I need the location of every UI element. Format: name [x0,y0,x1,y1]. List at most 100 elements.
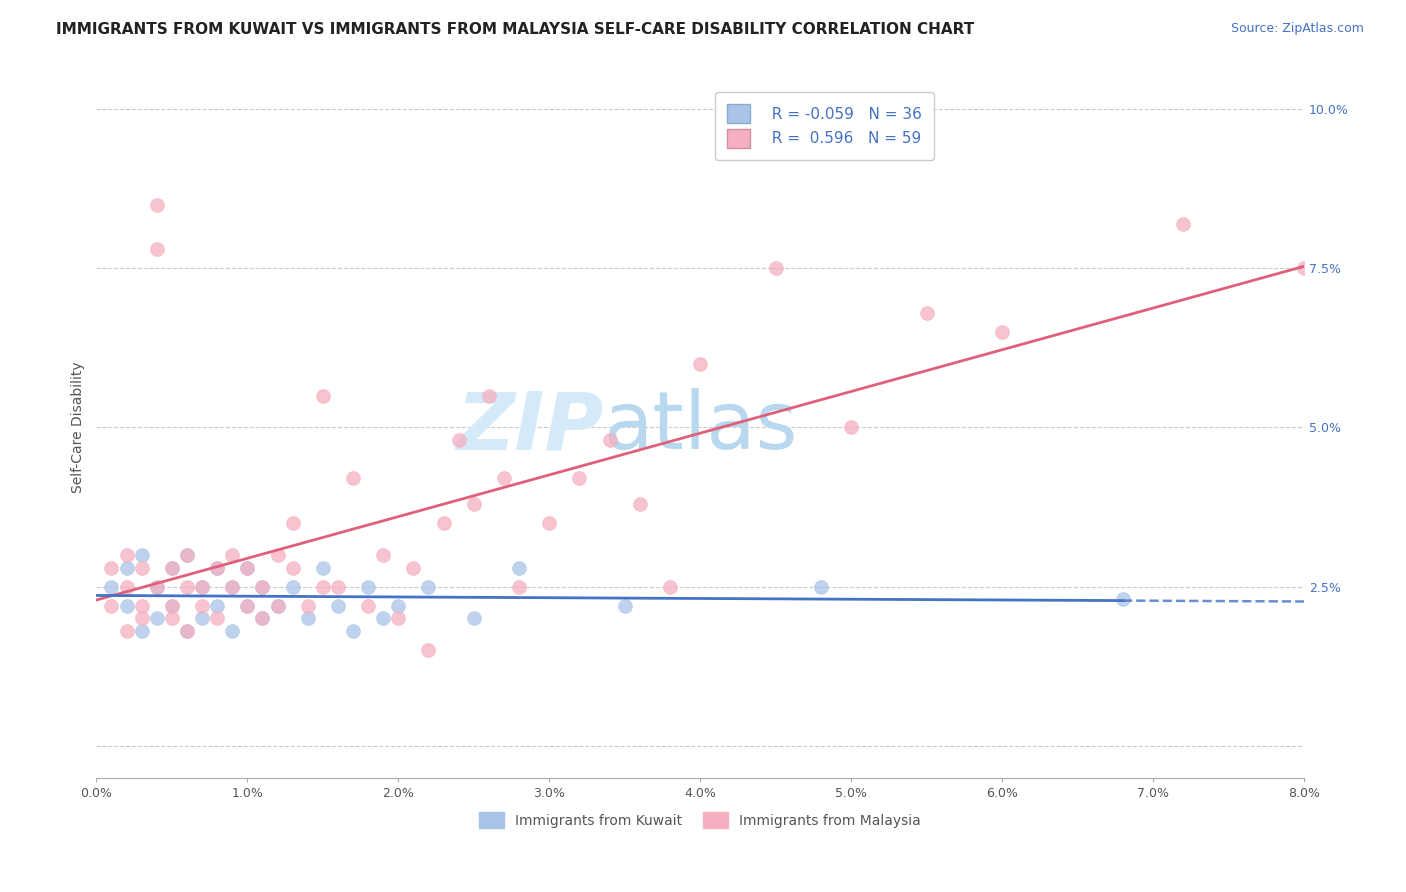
Point [160,611,183,625]
Point [131,560,153,574]
Point [252,611,274,625]
Point [326,580,349,594]
Point [373,611,395,625]
Point [160,599,183,613]
Point [281,516,304,530]
Point [252,611,274,625]
Point [115,548,138,562]
Point [312,560,335,574]
Y-axis label: Self-Care Disability: Self-Care Disability [72,361,86,493]
Text: atlas: atlas [603,389,799,467]
Point [145,580,167,594]
Point [1173,217,1195,231]
Point [463,497,485,511]
Point [160,560,183,574]
Point [131,599,153,613]
Point [418,643,440,657]
Point [191,580,214,594]
Point [297,599,319,613]
Point [492,471,515,485]
Point [342,471,364,485]
Point [145,198,167,212]
Point [100,560,122,574]
Point [508,580,530,594]
Point [373,548,395,562]
Point [176,548,198,562]
Point [205,560,228,574]
Point [659,580,682,594]
Point [568,471,591,485]
Point [357,599,380,613]
Point [145,611,167,625]
Point [115,599,138,613]
Point [281,560,304,574]
Point [689,357,711,371]
Point [236,599,259,613]
Point [115,624,138,639]
Point [432,516,454,530]
Point [839,420,862,434]
Point [252,580,274,594]
Point [991,325,1014,339]
Point [418,580,440,594]
Point [191,580,214,594]
Point [131,611,153,625]
Point [266,599,288,613]
Point [402,560,425,574]
Point [176,624,198,639]
Point [160,599,183,613]
Point [478,389,501,403]
Point [115,580,138,594]
Point [613,599,636,613]
Text: ZIP: ZIP [456,389,603,467]
Point [281,580,304,594]
Point [160,560,183,574]
Point [115,560,138,574]
Point [176,580,198,594]
Point [131,548,153,562]
Point [131,624,153,639]
Point [1294,261,1316,276]
Point [326,599,349,613]
Point [191,611,214,625]
Point [765,261,787,276]
Text: IMMIGRANTS FROM KUWAIT VS IMMIGRANTS FROM MALAYSIA SELF-CARE DISABILITY CORRELAT: IMMIGRANTS FROM KUWAIT VS IMMIGRANTS FRO… [56,22,974,37]
Point [176,548,198,562]
Text: Source: ZipAtlas.com: Source: ZipAtlas.com [1230,22,1364,36]
Point [221,580,243,594]
Point [357,580,380,594]
Point [205,611,228,625]
Point [387,611,409,625]
Point [266,548,288,562]
Point [387,599,409,613]
Point [205,560,228,574]
Point [312,580,335,594]
Point [221,580,243,594]
Point [463,611,485,625]
Point [221,548,243,562]
Point [1112,592,1135,607]
Point [236,560,259,574]
Point [145,242,167,256]
Point [312,389,335,403]
Point [100,599,122,613]
Point [221,624,243,639]
Point [628,497,651,511]
Point [145,580,167,594]
Point [297,611,319,625]
Point [100,580,122,594]
Point [176,624,198,639]
Legend: Immigrants from Kuwait, Immigrants from Malaysia: Immigrants from Kuwait, Immigrants from … [474,806,927,834]
Point [447,434,470,448]
Point [236,599,259,613]
Point [508,560,530,574]
Point [599,434,621,448]
Point [266,599,288,613]
Point [252,580,274,594]
Point [538,516,561,530]
Point [236,560,259,574]
Point [342,624,364,639]
Point [915,306,938,320]
Point [191,599,214,613]
Point [810,580,832,594]
